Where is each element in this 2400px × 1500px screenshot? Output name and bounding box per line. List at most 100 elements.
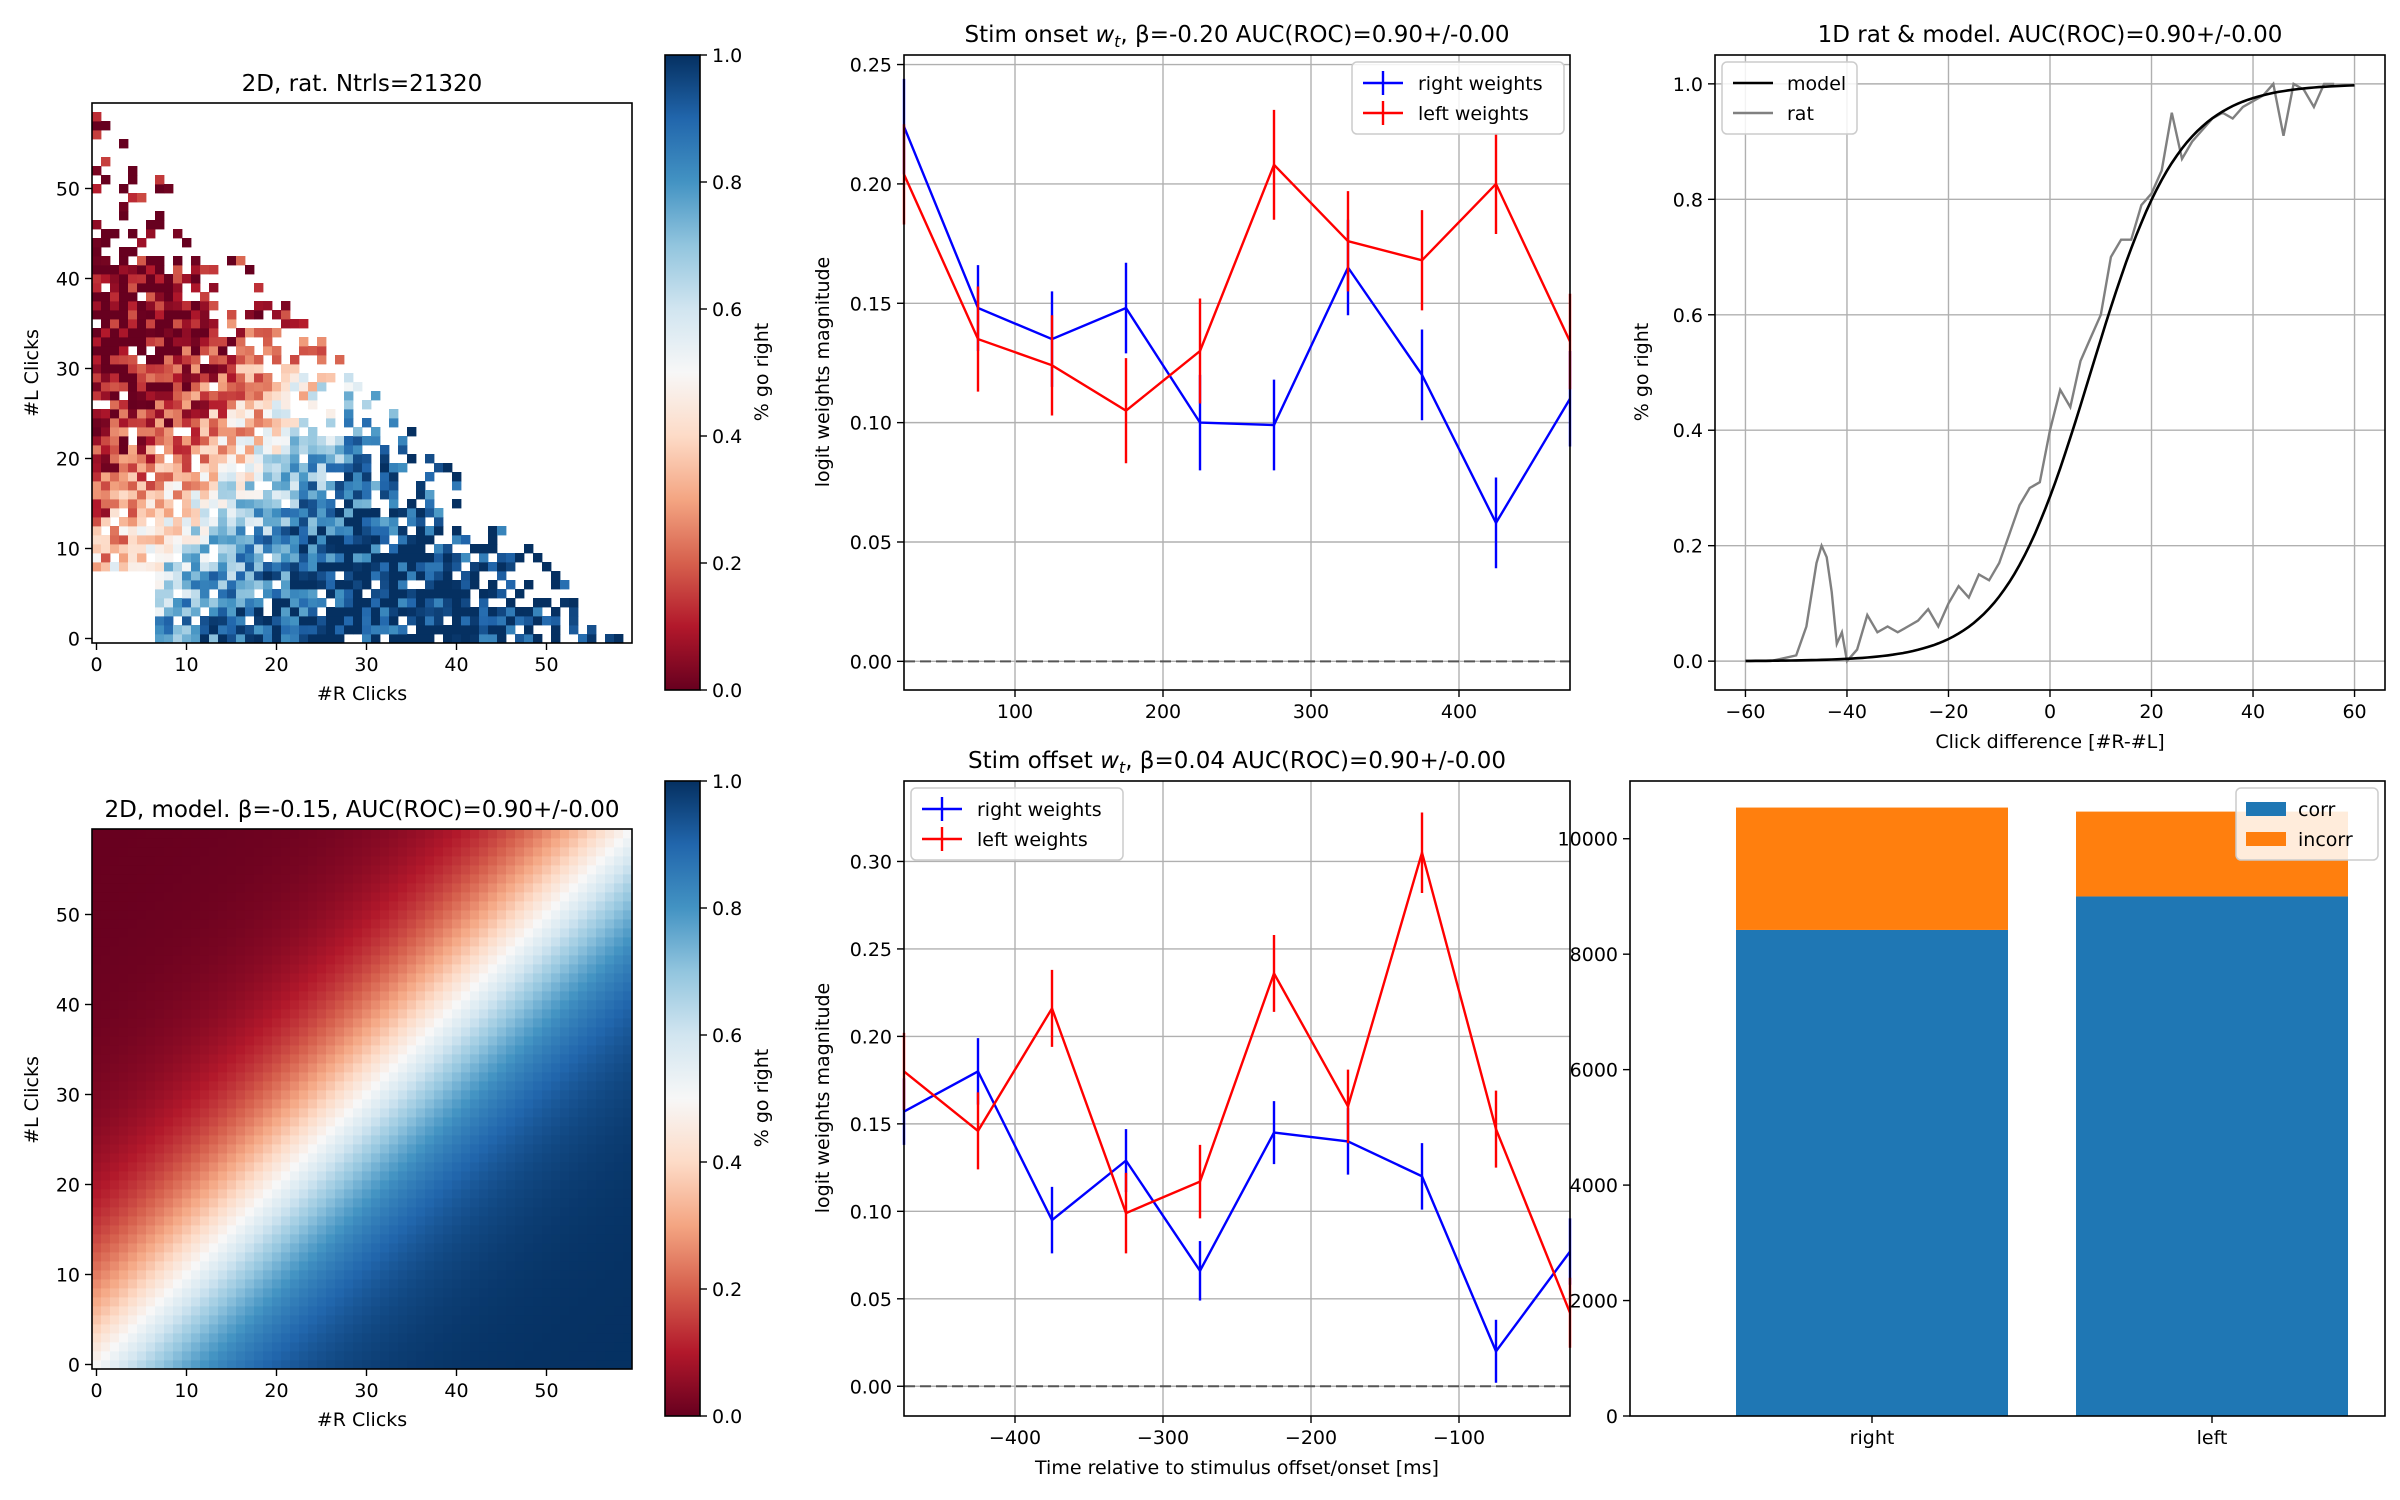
- rat-heatmap-cell: [236, 445, 246, 455]
- model-heatmap-cell: [542, 964, 552, 974]
- rat-heatmap-cell: [317, 436, 327, 446]
- colorbar-tick-label: 0.6: [712, 1025, 742, 1047]
- model-heatmap-cell: [155, 1135, 165, 1145]
- model-heatmap-cell: [389, 1360, 399, 1370]
- rat-heatmap-cell: [173, 328, 183, 338]
- model-heatmap-cell: [155, 919, 165, 929]
- model-heatmap-cell: [542, 1198, 552, 1208]
- model-heatmap-cell: [614, 928, 624, 938]
- model-heatmap-cell: [443, 1000, 453, 1010]
- model-heatmap-cell: [119, 955, 129, 965]
- model-heatmap-cell: [623, 1108, 633, 1118]
- rat-heatmap-cell: [362, 544, 372, 554]
- model-heatmap-cell: [560, 1171, 570, 1181]
- model-heatmap-cell: [515, 1072, 525, 1082]
- model-heatmap-cell: [227, 1333, 237, 1343]
- rat-heatmap-cell: [101, 481, 111, 491]
- rat-heatmap-cell: [128, 373, 138, 383]
- model-heatmap-cell: [524, 1234, 534, 1244]
- model-heatmap-cell: [452, 1081, 462, 1091]
- model-heatmap-cell: [578, 910, 588, 920]
- model-heatmap-cell: [389, 1297, 399, 1307]
- rat-heatmap-cell: [128, 562, 138, 572]
- rat-heatmap-cell: [146, 364, 156, 374]
- model-heatmap-cell: [488, 928, 498, 938]
- rat-heatmap-cell: [146, 508, 156, 518]
- rat-heatmap-cell: [407, 589, 417, 599]
- model-heatmap-cell: [623, 1333, 633, 1343]
- model-heatmap-cell: [506, 856, 516, 866]
- model-heatmap-cell: [101, 1333, 111, 1343]
- model-heatmap-cell: [254, 946, 264, 956]
- model-heatmap-cell: [326, 919, 336, 929]
- model-heatmap-cell: [344, 829, 354, 839]
- model-heatmap-cell: [578, 847, 588, 857]
- model-heatmap-cell: [479, 1360, 489, 1370]
- model-heatmap-cell: [623, 1198, 633, 1208]
- model-heatmap-cell: [362, 955, 372, 965]
- model-heatmap-cell: [605, 919, 615, 929]
- model-heatmap-cell: [497, 901, 507, 911]
- rat-heatmap-cell: [281, 436, 291, 446]
- model-heatmap-cell: [92, 1081, 102, 1091]
- model-heatmap-cell: [569, 1153, 579, 1163]
- model-heatmap-cell: [524, 1153, 534, 1163]
- model-heatmap-cell: [560, 1279, 570, 1289]
- model-heatmap-cell: [155, 1045, 165, 1055]
- model-heatmap-cell: [605, 964, 615, 974]
- model-heatmap-cell: [623, 973, 633, 983]
- rat-heatmap-cell: [254, 445, 264, 455]
- model-heatmap-cell: [326, 1324, 336, 1334]
- rat-heatmap-cell: [182, 616, 192, 626]
- model-heatmap-cell: [443, 964, 453, 974]
- model-heatmap-cell: [164, 1270, 174, 1280]
- rat-heatmap-cell: [461, 634, 471, 644]
- model-heatmap-cell: [497, 847, 507, 857]
- model-heatmap-cell: [110, 1252, 120, 1262]
- model-heatmap-cell: [623, 1297, 633, 1307]
- model-heatmap-cell: [416, 1234, 426, 1244]
- model-heatmap-cell: [587, 1063, 597, 1073]
- model-heatmap-cell: [443, 937, 453, 947]
- rat-heatmap-cell: [425, 526, 435, 536]
- model-heatmap-cell: [353, 1117, 363, 1127]
- model-heatmap-cell: [371, 1081, 381, 1091]
- model-heatmap-cell: [389, 982, 399, 992]
- rat-heatmap-cell: [191, 589, 201, 599]
- model-heatmap-cell: [299, 955, 309, 965]
- model-heatmap-cell: [209, 964, 219, 974]
- model-heatmap-cell: [344, 1279, 354, 1289]
- rat-heatmap-cell: [164, 616, 174, 626]
- rat-heatmap-cell: [488, 562, 498, 572]
- model-heatmap-cell: [470, 1171, 480, 1181]
- rat-heatmap-cell: [209, 373, 219, 383]
- model-heatmap-cell: [227, 1027, 237, 1037]
- model-heatmap-cell: [533, 1351, 543, 1361]
- model-heatmap-cell: [281, 901, 291, 911]
- model-heatmap-cell: [281, 1126, 291, 1136]
- model-heatmap-cell: [371, 964, 381, 974]
- rat-heatmap-cell: [290, 598, 300, 608]
- rat-heatmap-cell: [317, 490, 327, 500]
- rat-heatmap-cell: [506, 598, 516, 608]
- model-heatmap-cell: [587, 1117, 597, 1127]
- rat-heatmap-cell: [569, 625, 579, 635]
- model-heatmap-cell: [398, 1027, 408, 1037]
- model-heatmap-cell: [614, 1153, 624, 1163]
- rat-heatmap-cell: [371, 508, 381, 518]
- model-heatmap-cell: [272, 838, 282, 848]
- rat-heatmap-cell: [101, 409, 111, 419]
- model-heatmap-cell: [146, 1108, 156, 1118]
- model-heatmap-cell: [317, 1027, 327, 1037]
- model-heatmap-cell: [254, 1036, 264, 1046]
- model-heatmap-cell: [614, 1036, 624, 1046]
- rat-heatmap-cell: [416, 508, 426, 518]
- model-heatmap-cell: [452, 1000, 462, 1010]
- model-heatmap-cell: [560, 1153, 570, 1163]
- model-heatmap-cell: [578, 1234, 588, 1244]
- model-heatmap-cell: [614, 1252, 624, 1262]
- model-heatmap-cell: [533, 1153, 543, 1163]
- rat-heatmap-cell: [389, 634, 399, 644]
- rat-heatmap-cell: [407, 454, 417, 464]
